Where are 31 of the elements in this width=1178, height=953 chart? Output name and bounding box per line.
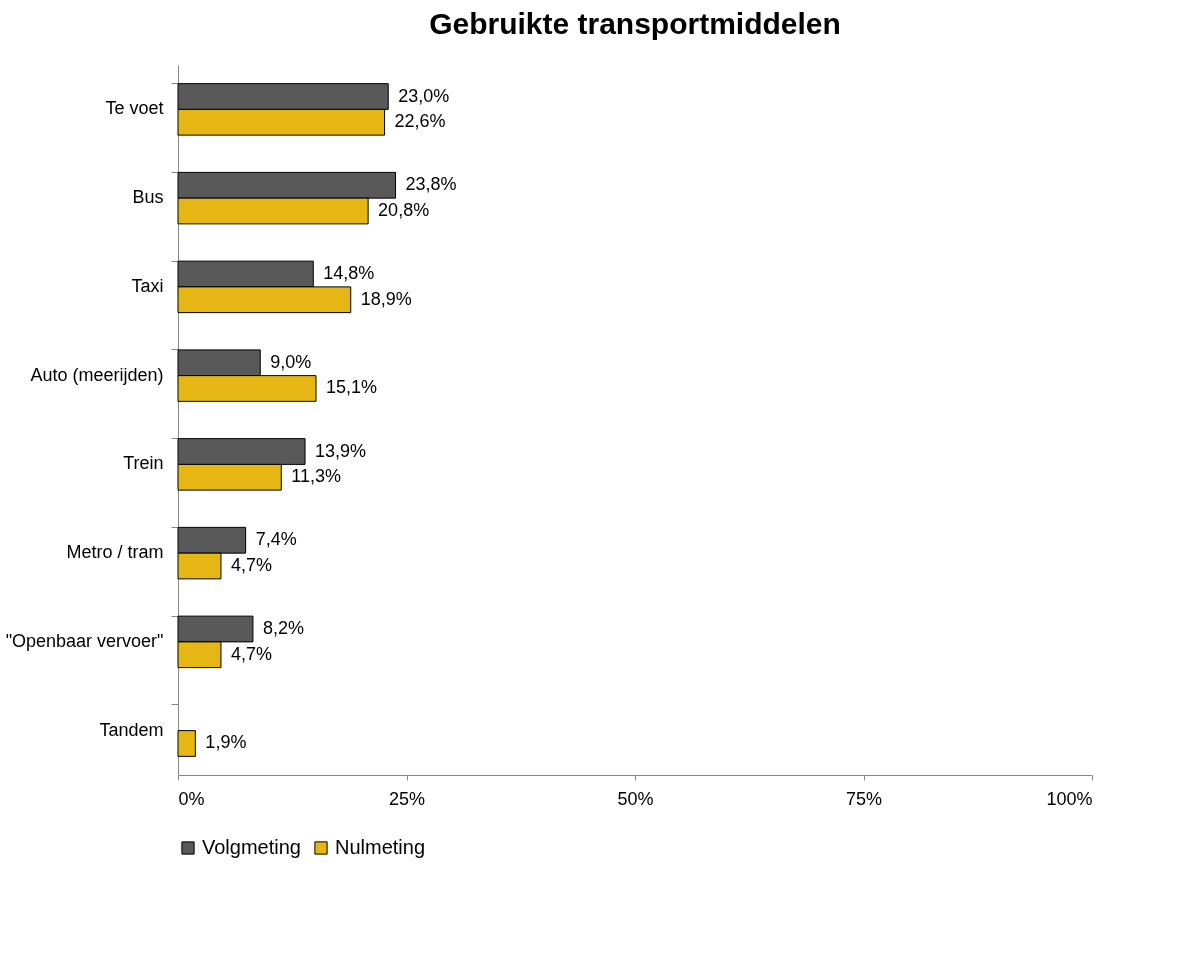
data-label: 4,7% <box>230 643 272 664</box>
x-tick-label: 50% <box>617 788 654 809</box>
data-label: 22,6% <box>394 111 446 132</box>
data-label: 4,7% <box>230 554 272 575</box>
y-tick-label: Bus <box>132 187 164 208</box>
y-tick-label: Metro / tram <box>66 542 164 563</box>
data-label: 23,0% <box>398 85 450 106</box>
x-tick-label: 25% <box>388 788 426 809</box>
y-tick-label: Tandem <box>99 719 164 740</box>
data-label: 8,2% <box>262 618 304 639</box>
x-tick-label: 0% <box>178 788 205 809</box>
y-tick-label: "Openbaar vervoer" <box>5 630 164 651</box>
y-tick-label: Te voet <box>105 98 164 119</box>
data-label: 14,8% <box>323 263 375 284</box>
chart-title: Gebruikte transportmiddelen <box>429 7 841 40</box>
y-tick-label: Auto (meerijden) <box>30 364 164 385</box>
data-label: 23,8% <box>405 174 457 195</box>
y-tick-label: Taxi <box>131 275 164 296</box>
legend-label: Volgmeting <box>202 836 301 858</box>
data-label: 11,3% <box>291 466 341 487</box>
data-label: 15,1% <box>326 377 378 398</box>
data-label: 20,8% <box>378 199 430 220</box>
y-tick-label: Trein <box>123 453 164 474</box>
x-tick-label: 75% <box>845 788 883 809</box>
data-label: 13,9% <box>315 440 367 461</box>
legend-label: Nulmeting <box>335 836 426 858</box>
data-label: 1,9% <box>205 732 247 753</box>
data-label: 7,4% <box>255 529 297 550</box>
x-tick-label: 100% <box>1046 788 1093 809</box>
data-label: 9,0% <box>270 351 312 372</box>
data-label: 18,9% <box>360 288 412 309</box>
